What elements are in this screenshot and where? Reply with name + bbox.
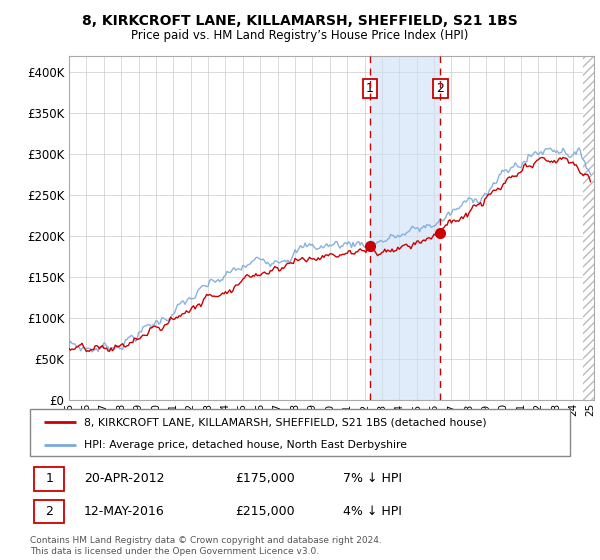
Text: 2: 2: [45, 505, 53, 517]
Text: Price paid vs. HM Land Registry’s House Price Index (HPI): Price paid vs. HM Land Registry’s House …: [131, 29, 469, 42]
Text: 7% ↓ HPI: 7% ↓ HPI: [343, 473, 402, 486]
Text: £175,000: £175,000: [235, 473, 295, 486]
Text: 4% ↓ HPI: 4% ↓ HPI: [343, 505, 402, 517]
Text: HPI: Average price, detached house, North East Derbyshire: HPI: Average price, detached house, Nort…: [84, 440, 407, 450]
Text: 1: 1: [45, 473, 53, 486]
Text: £215,000: £215,000: [235, 505, 295, 517]
Bar: [583, 56, 599, 400]
Text: 8, KIRKCROFT LANE, KILLAMARSH, SHEFFIELD, S21 1BS: 8, KIRKCROFT LANE, KILLAMARSH, SHEFFIELD…: [82, 14, 518, 28]
Bar: [34, 500, 64, 523]
Text: 8, KIRKCROFT LANE, KILLAMARSH, SHEFFIELD, S21 1BS (detached house): 8, KIRKCROFT LANE, KILLAMARSH, SHEFFIELD…: [84, 417, 487, 427]
Text: 1: 1: [365, 82, 374, 95]
Text: 2: 2: [437, 82, 445, 95]
Text: Contains HM Land Registry data © Crown copyright and database right 2024.
This d: Contains HM Land Registry data © Crown c…: [30, 536, 382, 556]
Text: 12-MAY-2016: 12-MAY-2016: [84, 505, 165, 517]
Text: 20-APR-2012: 20-APR-2012: [84, 473, 164, 486]
Bar: [370, 56, 440, 400]
Bar: [34, 468, 64, 491]
Bar: [583, 56, 599, 400]
